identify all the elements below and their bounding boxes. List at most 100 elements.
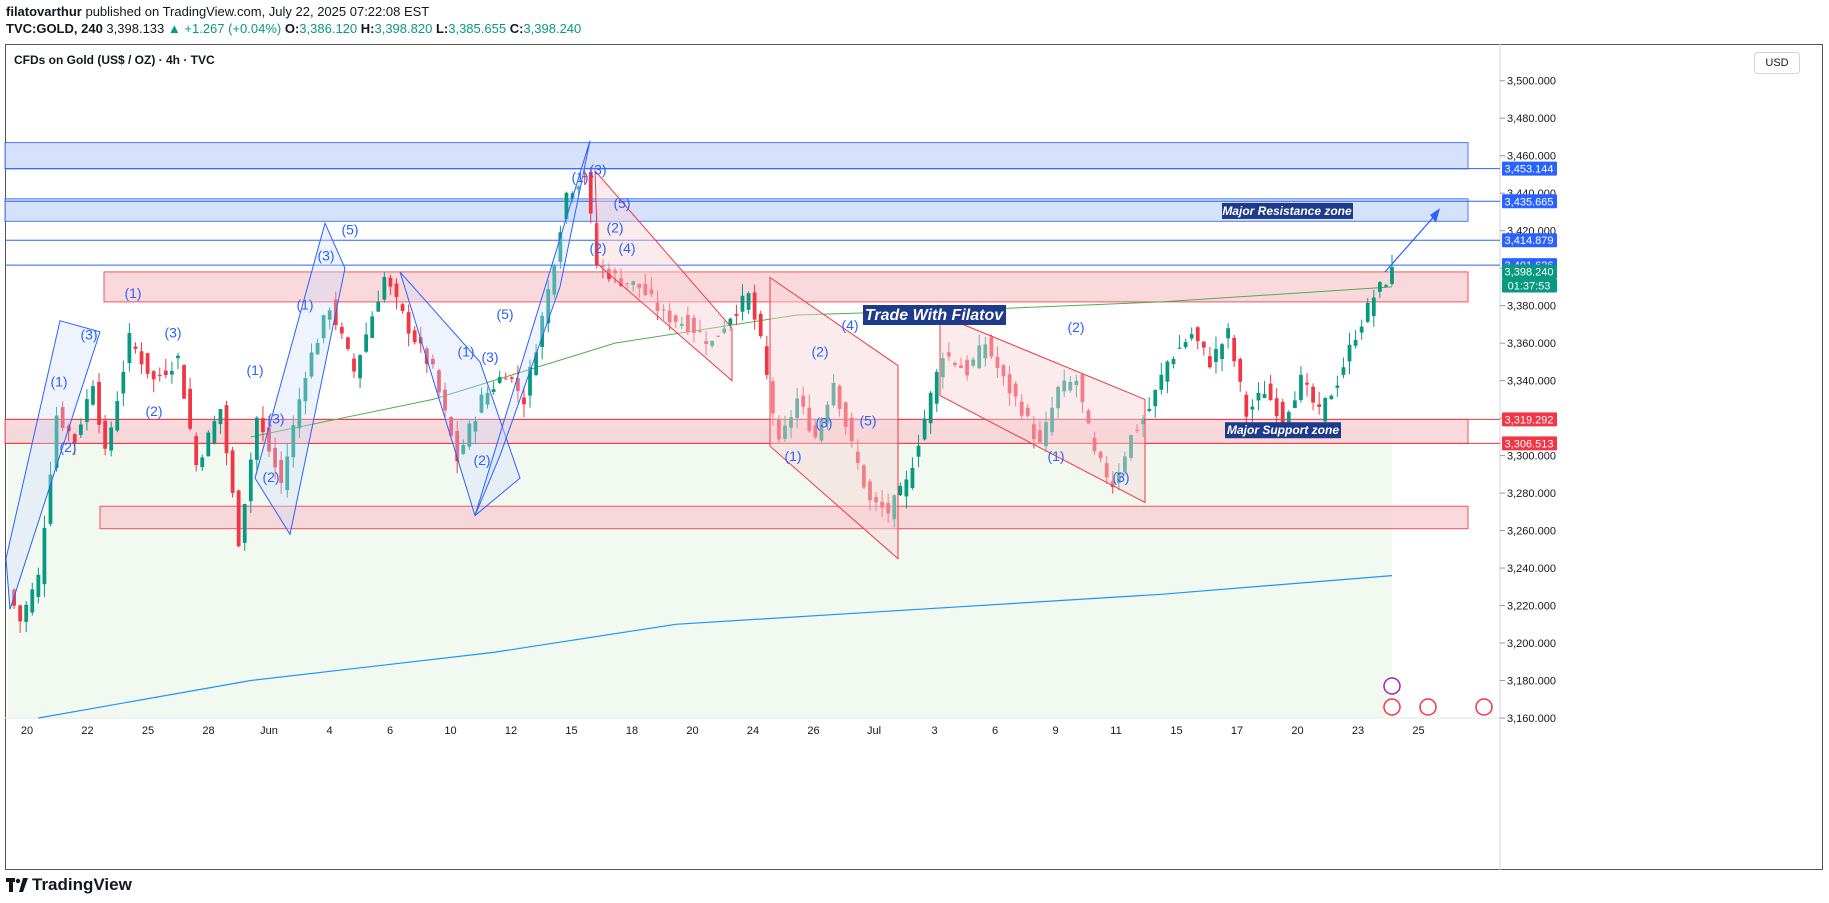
candle-body bbox=[115, 401, 120, 431]
tradingview-logo-icon bbox=[6, 878, 28, 892]
currency-button[interactable]: USD bbox=[1754, 52, 1800, 74]
candle-body bbox=[874, 496, 878, 503]
y-tick-label: 3,200.000 bbox=[1507, 638, 1556, 650]
candle-body bbox=[1220, 344, 1224, 360]
candle-body bbox=[72, 434, 77, 443]
candle-body bbox=[1123, 456, 1127, 472]
x-tick-label: Jun bbox=[260, 725, 278, 737]
candle-body bbox=[959, 365, 963, 369]
x-tick-label: 22 bbox=[81, 725, 93, 737]
wave-label: (2) bbox=[59, 439, 76, 455]
correction-channel bbox=[769, 276, 899, 560]
x-tick-label: 24 bbox=[747, 725, 759, 737]
watermark-label: Trade With Filatov bbox=[865, 307, 1004, 324]
candle-body bbox=[36, 574, 41, 597]
candle-body bbox=[673, 315, 678, 323]
candle-body bbox=[631, 281, 636, 285]
candle-body bbox=[1038, 430, 1042, 443]
event-icon bbox=[1475, 698, 1493, 716]
wave-label: (4) bbox=[841, 317, 858, 333]
candle-body bbox=[1299, 374, 1303, 400]
candle-body bbox=[704, 341, 708, 344]
candle-body bbox=[740, 295, 745, 312]
candle-body bbox=[97, 381, 101, 425]
candle-body bbox=[254, 417, 259, 460]
support-label: Major Support zone bbox=[1227, 423, 1339, 437]
candle-body bbox=[516, 378, 520, 392]
candle-body bbox=[1080, 374, 1085, 403]
correction-channel bbox=[939, 314, 1146, 504]
high-value: 3,398.820 bbox=[374, 21, 433, 36]
candle-body bbox=[139, 351, 144, 365]
x-tick-label: 18 bbox=[626, 725, 638, 737]
candle-body bbox=[910, 467, 915, 489]
projection-arrow bbox=[1384, 211, 1439, 273]
candle-body bbox=[770, 381, 775, 414]
candle-body bbox=[1074, 380, 1079, 386]
candle-body bbox=[1013, 383, 1018, 397]
publisher-name[interactable]: filatovarthur bbox=[6, 4, 82, 19]
x-tick-label: 20 bbox=[1291, 725, 1303, 737]
x-tick-label: 6 bbox=[992, 725, 998, 737]
y-tick-label: 3,220.000 bbox=[1507, 601, 1556, 613]
candle-body bbox=[1371, 297, 1376, 317]
y-tick-label: 3,160.000 bbox=[1507, 713, 1556, 725]
candle-body bbox=[85, 399, 89, 423]
price-label-box bbox=[1502, 436, 1557, 451]
y-tick-label: 3,300.000 bbox=[1507, 451, 1556, 463]
candle-body bbox=[965, 359, 969, 376]
published-text: published on TradingView.com, July 22, 2… bbox=[85, 4, 430, 19]
wave-channel bbox=[399, 271, 521, 517]
candle-body bbox=[540, 315, 545, 347]
wave-label: (5) bbox=[496, 306, 513, 322]
candle-body bbox=[1068, 381, 1073, 391]
y-tick-label: 3,180.000 bbox=[1507, 676, 1556, 688]
candle-body bbox=[358, 355, 362, 379]
candle-body bbox=[1165, 361, 1170, 382]
candle-body bbox=[242, 504, 247, 543]
candle-body bbox=[698, 330, 702, 332]
candle-body bbox=[236, 490, 241, 547]
candle-body bbox=[267, 427, 271, 452]
candle-body bbox=[667, 310, 672, 323]
candle-body bbox=[388, 277, 393, 287]
candle-body bbox=[637, 283, 642, 288]
price-label-box bbox=[1502, 278, 1557, 293]
wave-label: (2) bbox=[262, 469, 279, 485]
candle-body bbox=[625, 283, 630, 285]
x-tick-label: 25 bbox=[1412, 725, 1424, 737]
price-label: 3,306.513 bbox=[1505, 438, 1554, 450]
x-tick-label: 28 bbox=[202, 725, 214, 737]
wave-label: (1) bbox=[1047, 448, 1064, 464]
candle-body bbox=[503, 378, 508, 380]
price-label: 3,435.665 bbox=[1505, 196, 1554, 208]
tradingview-logo[interactable]: TradingView bbox=[6, 875, 132, 895]
candle-body bbox=[412, 330, 417, 343]
wave-label: (1) bbox=[124, 285, 141, 301]
candle-body bbox=[619, 278, 623, 286]
wave-label: (1) bbox=[457, 343, 474, 359]
price-label-box bbox=[1502, 233, 1557, 248]
candle-body bbox=[212, 420, 217, 444]
candle-body bbox=[1183, 342, 1188, 348]
candle-body bbox=[54, 415, 59, 468]
candle-body bbox=[977, 345, 982, 369]
candle-body bbox=[279, 459, 284, 484]
candle-body bbox=[552, 265, 557, 295]
wave-label: (3) bbox=[815, 414, 832, 430]
candle-body bbox=[1311, 386, 1315, 403]
price-label-box bbox=[1502, 161, 1557, 176]
event-icon bbox=[1419, 698, 1437, 716]
candle-body bbox=[406, 312, 411, 334]
candle-body bbox=[1280, 401, 1285, 423]
candle-body bbox=[1159, 374, 1164, 390]
close-value: 3,398.240 bbox=[523, 21, 582, 36]
candle-body bbox=[339, 326, 344, 334]
x-tick-label: 11 bbox=[1110, 725, 1121, 737]
x-tick-label: 25 bbox=[142, 725, 154, 737]
wave-label: (1) bbox=[784, 448, 801, 464]
candle-body bbox=[491, 389, 496, 393]
candle-body bbox=[182, 365, 186, 399]
wave-channel bbox=[474, 140, 591, 516]
